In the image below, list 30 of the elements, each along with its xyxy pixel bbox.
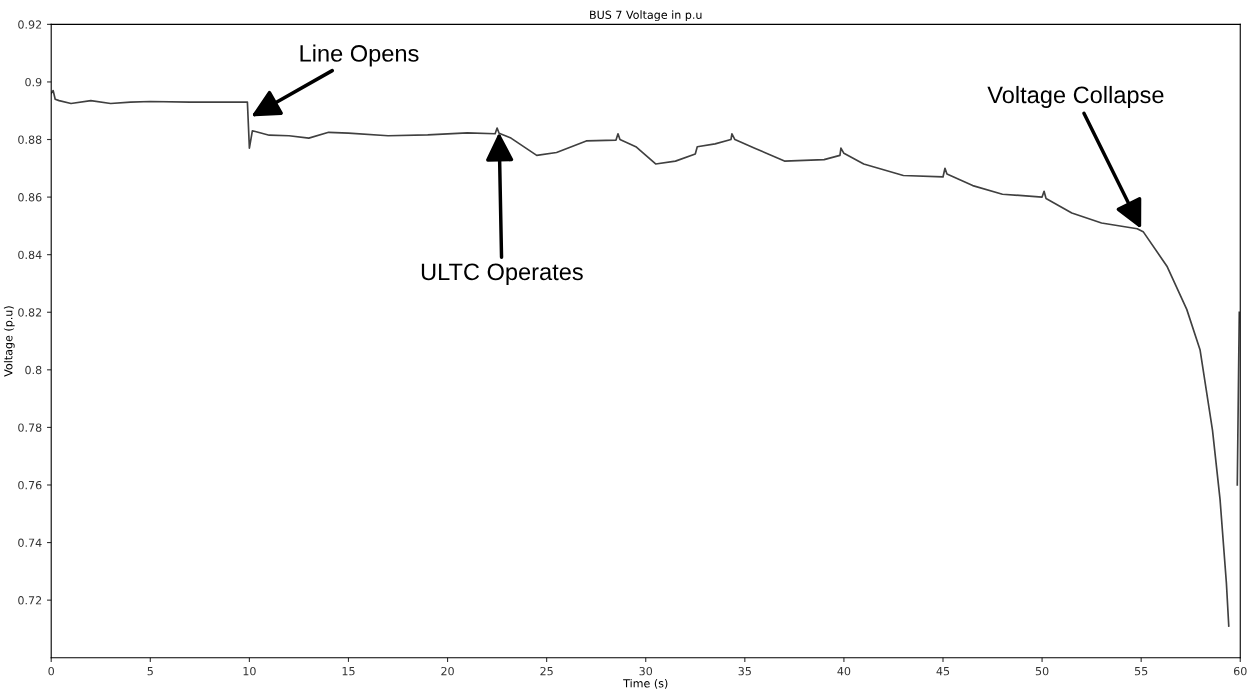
annotation: Voltage Collapse [987,85,1164,108]
y-tick-label: 0.8 [25,365,42,375]
y-axis-title: Voltage (p.u) [3,306,15,377]
x-tick-label: 15 [342,667,355,676]
y-tick-label: 0.82 [18,308,42,317]
x-axis-title: Time (s) [623,678,668,689]
y-tick-label: 0.86 [18,193,42,202]
annotation: Line Opens [300,44,419,67]
x-tick-label: 10 [243,666,256,676]
y-tick-label: 0.9 [25,77,42,87]
x-tick-label: 45 [936,667,950,676]
y-tick-label: 0.74 [18,538,42,547]
x-tick-label: 35 [738,666,751,676]
x-tick-label: 60 [1233,666,1247,676]
y-tick-label: 0.76 [18,480,42,490]
x-tick-label: 50 [1035,666,1049,676]
x-tick-label: 25 [540,666,553,676]
y-tick-label: 0.78 [18,423,42,432]
x-tick-label: 55 [1134,667,1148,676]
y-tick-label: 0.88 [18,135,42,144]
y-tick-label: 0.72 [18,596,42,605]
annotation: ULTC Operates [421,263,583,285]
x-tick-label: 0 [48,666,55,676]
x-tick-label: 30 [639,666,653,676]
y-tick-label: 0.84 [18,250,42,260]
x-tick-label: 5 [147,667,153,676]
chart-title: BUS 7 Voltage in p.u [590,10,702,22]
y-tick-label: 0.92 [18,20,42,29]
x-tick-label: 40 [837,666,851,676]
x-tick-label: 20 [441,666,454,676]
